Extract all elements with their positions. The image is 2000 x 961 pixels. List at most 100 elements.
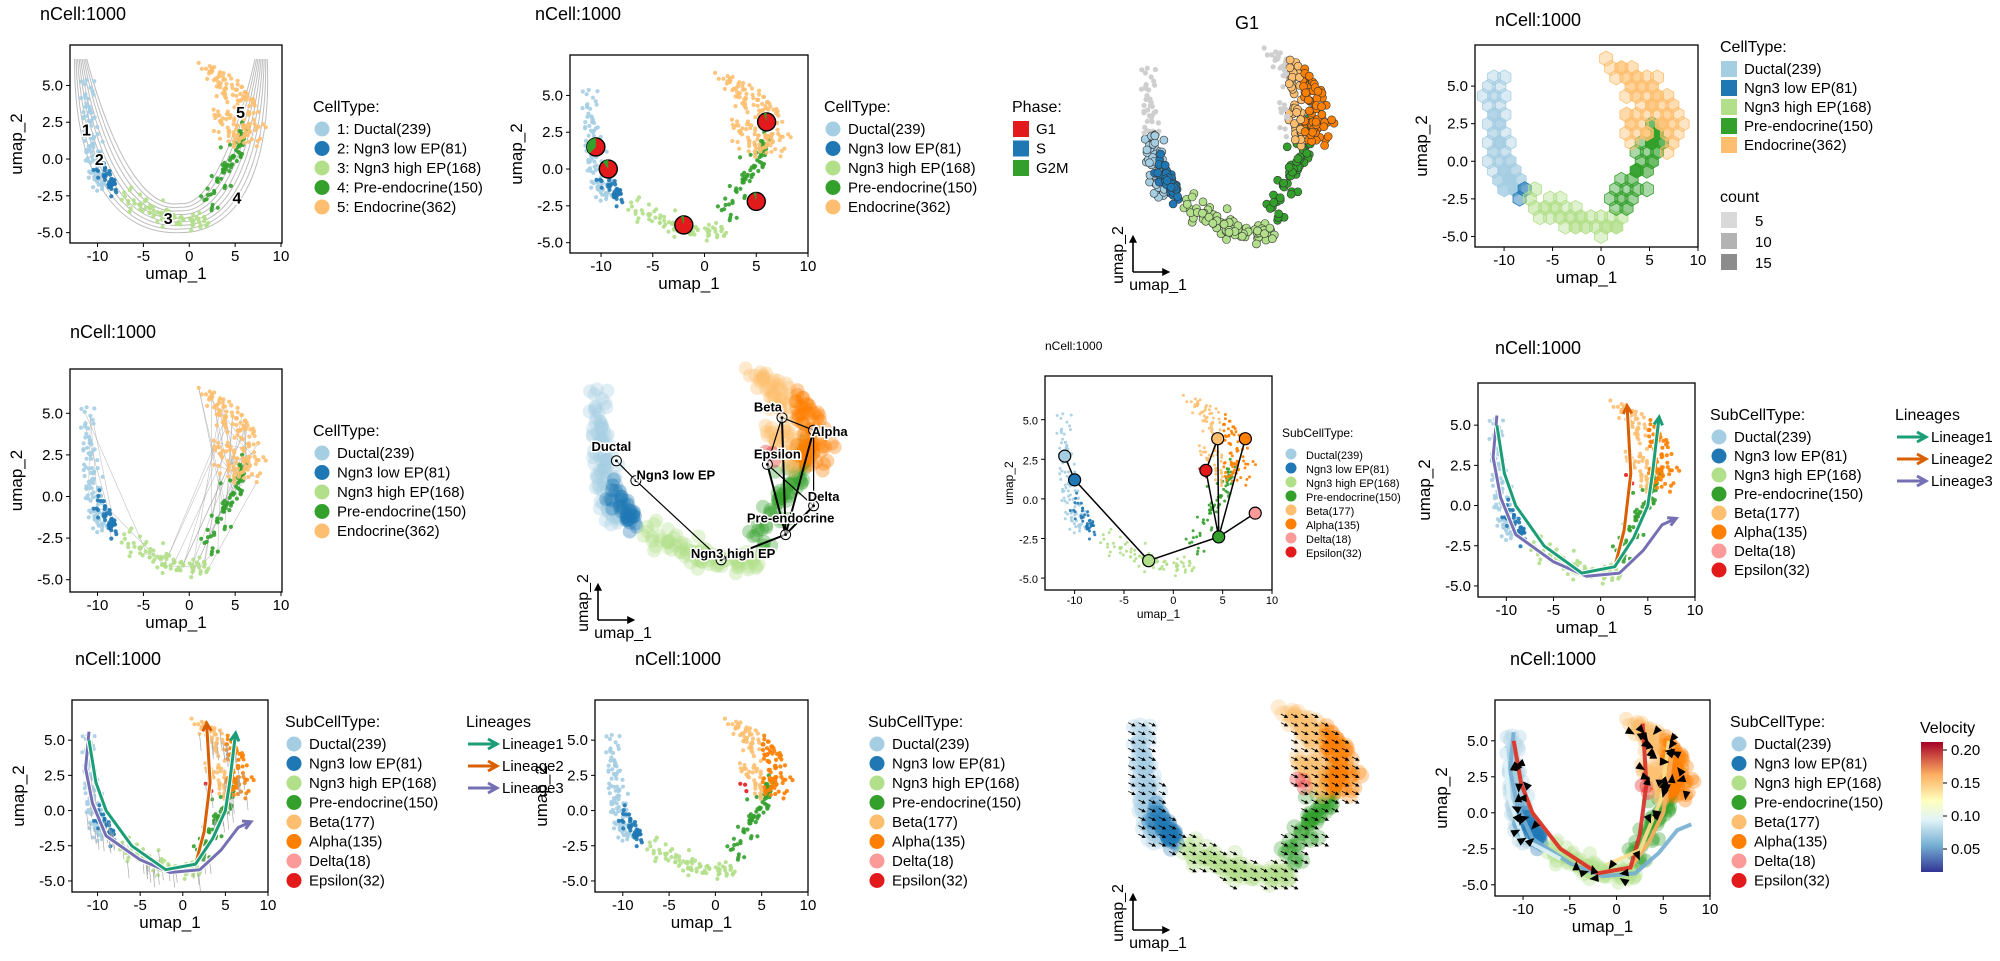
y-tick-label: 5.0 [1447,78,1468,95]
hex-bin [1599,50,1614,67]
y-tick-label: 0.0 [44,803,65,820]
legend-label: Ngn3 low EP(81) [337,465,450,482]
cell-point [1624,538,1629,543]
cell-point [231,474,236,479]
y-tick-label: -2.5 [39,838,65,855]
cell-point [242,140,247,145]
cell-point [604,149,609,154]
cell-point [84,101,89,106]
cell-point [1251,460,1255,463]
cell-point [228,183,233,188]
cell-point [95,132,100,137]
cell-point [258,471,263,476]
cell-point [1099,541,1103,545]
panel-title: nCell:1000 [535,4,621,24]
cell-point [100,139,105,144]
cell-point [225,100,230,105]
cell-point [1667,472,1672,477]
cell-point [101,499,106,504]
cell-point [1201,419,1205,423]
cell-point [89,456,94,461]
cell-point [1197,444,1201,448]
cell-point [730,138,735,144]
cell-point [1067,470,1071,474]
cell-point [632,830,637,835]
y-tick-label: 5.0 [44,732,65,749]
legend-label: Ductal(239) [309,736,387,753]
cell-point [126,201,131,206]
cell-point [598,198,603,203]
cell-point [222,509,227,514]
cell-point [211,128,216,134]
y-tick-label: -5.0 [562,873,588,890]
cell-point [1160,160,1170,170]
cell-point [1665,460,1670,465]
cell-point [738,361,753,376]
cell-point [82,82,87,87]
cell-point [721,233,727,239]
legend-title: CellType: [824,99,891,116]
cell-point [1107,554,1111,558]
cell-point [181,563,186,568]
cell-point [198,571,203,576]
cell-point [1649,440,1654,445]
legend-swatch [825,199,841,215]
cell-point [127,554,132,559]
cell-point [748,152,753,157]
cell-point [1153,168,1163,178]
trajectory-node [1238,432,1252,446]
legend-label: Alpha(135) [1734,524,1807,541]
cell-point [240,114,245,119]
cell-point [1106,545,1110,549]
cell-point [742,104,747,109]
legend-title: CellType: [313,423,380,440]
cell-point [252,450,257,455]
cell-point [1537,561,1542,566]
panel-10: -10 -5 0 5 10-5.0-2.50.02.55.0umap_1umap_2nC… [532,649,1021,932]
cell-point [609,799,614,805]
cell-point [1068,498,1072,502]
paga-node-label: Ngn3 low EP [637,468,716,483]
cell-point [100,522,105,527]
hex-bin [1650,69,1664,86]
cell-point [1064,510,1068,514]
cell-point [220,420,225,425]
cell-point [1655,470,1660,475]
cell-point [228,155,234,160]
cell-point [757,783,763,788]
cell-point [786,132,791,137]
panel-2: -10 -5 0 5 10-5.0-2.50.02.55.0umap_1umap_2nC… [507,4,1069,293]
cell-point [1232,468,1236,472]
cell-point [191,568,196,573]
cell-point [215,520,220,525]
legend-swatch [1285,504,1297,516]
cell-point [1153,109,1159,115]
x-tick-label: -5 [134,897,147,914]
cell-point [1623,449,1628,454]
cell-point [1081,515,1085,519]
cell-point [777,138,782,143]
x-axis-label: umap_1 [1556,618,1617,637]
y-tick-label: 2.5 [42,447,63,464]
cell-point [236,757,241,762]
cell-point [1148,114,1154,120]
cell-point [1129,550,1133,554]
cell-point [612,772,618,777]
cell-point [199,66,204,71]
cell-point [107,179,112,185]
cell-point [1165,563,1169,567]
cell-point [1062,496,1066,500]
cell-point [151,559,156,564]
cell-point [728,863,733,869]
paga-node-center [780,416,784,419]
cell-point [1137,554,1141,558]
cell-point [1182,199,1192,209]
cell-point [252,429,257,434]
cell-point [722,716,728,721]
cell-point [723,868,728,873]
cell-point [614,776,619,781]
cell-point [1068,527,1072,531]
cell-point [127,529,132,535]
